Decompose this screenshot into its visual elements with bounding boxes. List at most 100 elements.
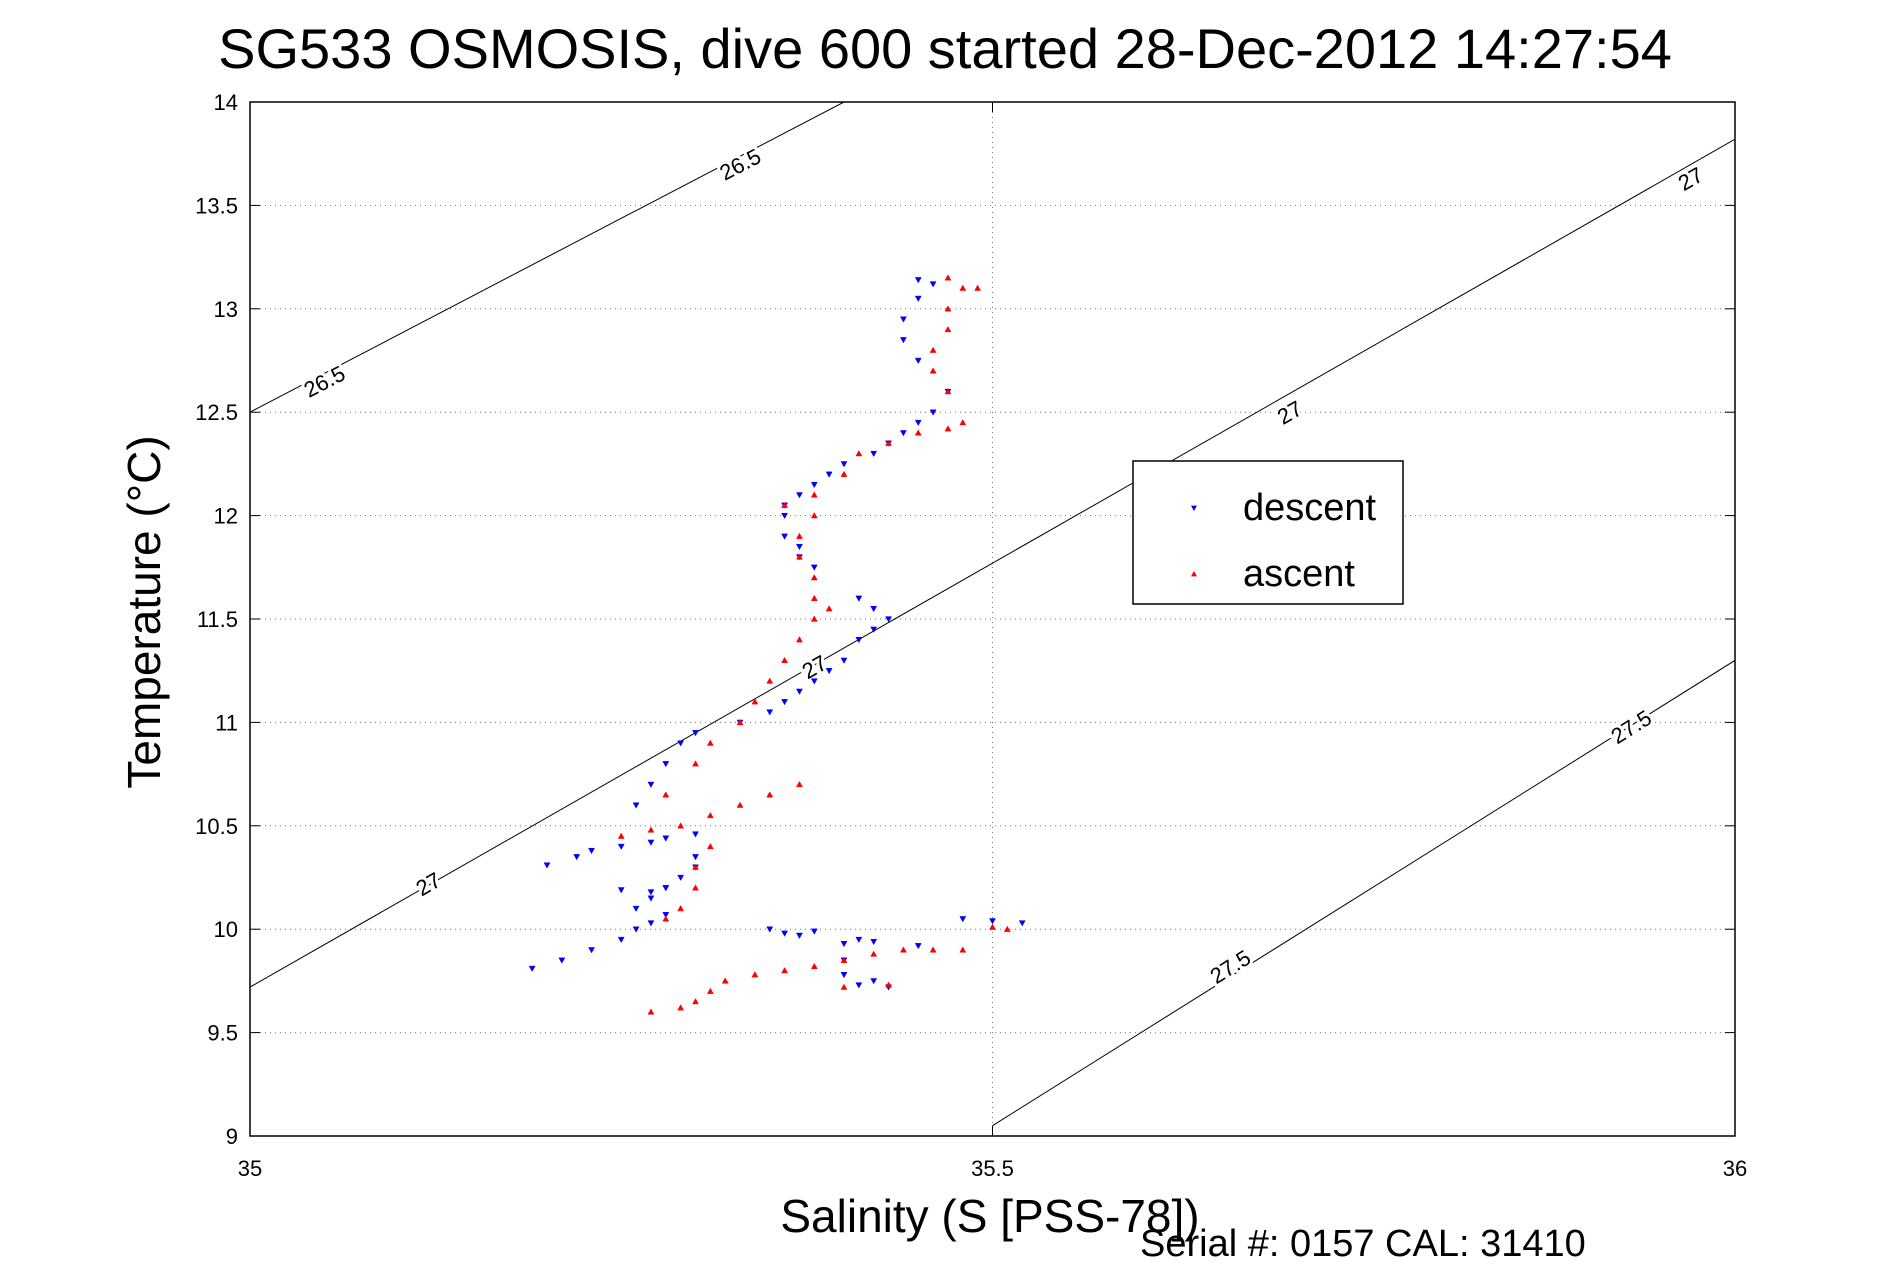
- descent-point: [617, 887, 625, 894]
- x-tick-label: 35.5: [971, 1156, 1014, 1181]
- descent-point: [840, 972, 848, 979]
- ascent-point: [677, 822, 685, 829]
- ascent-point: [959, 284, 967, 291]
- descent-point: [855, 982, 863, 989]
- descent-point: [647, 781, 655, 788]
- descent-point: [825, 668, 833, 675]
- ascent-point: [706, 842, 714, 850]
- ascent-point: [914, 429, 922, 436]
- ascent-point: [766, 791, 774, 798]
- ascent-point: [796, 636, 803, 643]
- descent-point: [796, 932, 803, 939]
- density-contour-label: 27: [1273, 396, 1307, 430]
- descent-point: [840, 941, 848, 948]
- descent-point: [1018, 920, 1026, 927]
- descent-point: [647, 839, 655, 846]
- descent-point: [959, 916, 967, 923]
- descent-point: [632, 926, 640, 933]
- ascent-point: [944, 388, 952, 395]
- ascent-point: [810, 491, 818, 498]
- descent-point: [810, 928, 818, 935]
- y-tick-label: 12.5: [195, 400, 238, 425]
- ascent-point: [944, 325, 952, 333]
- ascent-point: [870, 950, 878, 957]
- ascent-point: [751, 971, 759, 978]
- descent-point: [692, 730, 699, 737]
- descent-point: [855, 637, 863, 644]
- density-contour-line: [250, 138, 1735, 988]
- ascent-point: [796, 553, 803, 560]
- descent-point: [781, 699, 789, 706]
- descent-point: [989, 918, 996, 925]
- descent-point: [914, 943, 922, 950]
- descent-point: [588, 947, 595, 954]
- ascent-point: [692, 863, 699, 870]
- legend-box: [1132, 460, 1404, 605]
- chart-title: SG533 OSMOSIS, dive 600 started 28-Dec-2…: [218, 17, 1672, 80]
- legend-descent-label: descent: [1243, 487, 1377, 529]
- descent-point: [528, 965, 536, 973]
- y-tick-label: 10.5: [195, 814, 238, 839]
- descent-point: [573, 854, 581, 861]
- ascent-point: [885, 439, 892, 446]
- density-contour-label: 27.5: [1607, 705, 1657, 749]
- descent-point: [914, 419, 922, 427]
- descent-point: [662, 761, 670, 768]
- descent-point: [810, 564, 818, 571]
- density-contour-line: [992, 659, 1735, 1127]
- ascent-point: [736, 718, 744, 726]
- descent-point: [796, 688, 803, 695]
- descent-point: [543, 862, 551, 869]
- ascent-point: [647, 826, 655, 833]
- ascent-point: [766, 677, 774, 684]
- ascent-point: [929, 367, 937, 374]
- descent-point: [662, 885, 670, 892]
- ascent-point: [944, 305, 952, 312]
- ascent-point: [647, 1008, 655, 1015]
- density-contour-line: [250, 102, 845, 413]
- descent-point: [810, 481, 818, 489]
- legend-ascent-marker: [1191, 571, 1197, 577]
- y-tick-label: 14: [214, 90, 238, 115]
- ascent-point: [959, 946, 967, 953]
- ascent-point: [662, 791, 670, 798]
- ascent-point: [617, 832, 625, 839]
- legend-ascent-label: ascent: [1243, 553, 1355, 595]
- descent-point: [870, 938, 878, 946]
- y-tick-label: 11: [215, 710, 238, 735]
- ascent-point: [751, 698, 759, 705]
- ascent-point: [692, 884, 699, 891]
- descent-point: [929, 281, 937, 288]
- descent-point: [885, 616, 892, 623]
- ascent-point: [810, 512, 818, 519]
- ascent-point: [706, 811, 714, 819]
- descent-point: [870, 626, 878, 633]
- ascent-point: [677, 1004, 685, 1011]
- descent-point: [781, 533, 789, 540]
- descent-point: [647, 920, 655, 927]
- ascent-point: [1003, 925, 1011, 932]
- y-tick-label: 10: [214, 917, 238, 942]
- descent-point: [662, 835, 670, 842]
- ascent-point: [974, 284, 982, 291]
- ascent-point: [677, 905, 685, 912]
- ascent-point: [662, 915, 670, 922]
- y-axis-label: Temperature (°C): [118, 435, 170, 788]
- serial-footer: Serial #: 0157 CAL: 31410: [1140, 1223, 1586, 1262]
- descent-point: [766, 709, 774, 716]
- legend-ascent-symbol: [1191, 571, 1197, 577]
- descent-point: [632, 802, 640, 809]
- descent-point: [796, 543, 803, 551]
- ascent-point: [810, 594, 818, 601]
- series-descent: [528, 277, 1026, 991]
- descent-point: [558, 957, 566, 964]
- ascent-point: [721, 977, 729, 984]
- ascent-point: [840, 470, 848, 477]
- ascent-point: [825, 605, 833, 612]
- density-contour-label: 26.5: [300, 361, 350, 403]
- ascent-point: [929, 346, 937, 353]
- ascent-point: [781, 501, 789, 508]
- y-tick-label: 9.5: [207, 1021, 238, 1046]
- y-tick-label: 13: [214, 297, 238, 322]
